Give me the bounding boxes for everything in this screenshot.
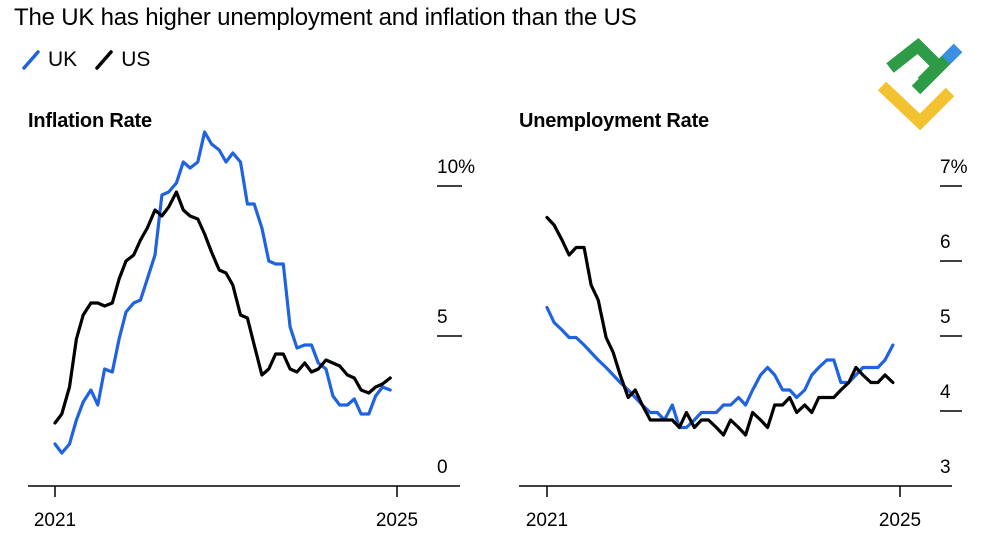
inflation-x-tick-label: 2021 — [34, 510, 76, 531]
inflation-y-tick-label: 10% — [437, 157, 475, 178]
unemployment-y-tick-label: 4 — [940, 382, 951, 403]
inflation-y-tick-label: 0 — [437, 457, 448, 478]
inflation-y-tick-label: 5 — [437, 307, 448, 328]
legend-label-uk: UK — [48, 48, 78, 71]
unemployment-y-tick-label: 7% — [940, 157, 968, 178]
inflation-x-tick-label: 2025 — [376, 510, 418, 531]
inflation-chart: 10% 5 0 2021 2025 — [28, 130, 475, 531]
unemployment-panel-title: Unemployment Rate — [519, 110, 709, 132]
unemployment-y-tick-label: 5 — [940, 307, 951, 328]
unemployment-y-tick-label: 3 — [940, 457, 951, 478]
page-title: The UK has higher unemployment and infla… — [14, 4, 637, 31]
legend-swatch-uk-icon — [22, 50, 40, 70]
unemployment-series-uk-line — [545, 305, 895, 430]
legend: UK US — [20, 47, 166, 73]
inflation-series-uk-line — [53, 130, 392, 455]
unemployment-series-us-line — [545, 215, 895, 437]
unemployment-x-tick-label: 2021 — [526, 510, 568, 531]
green-yellow-blue-logo-icon — [877, 38, 963, 130]
legend-swatch-us-icon — [95, 50, 113, 70]
unemployment-chart: 7% 6 5 4 3 2021 2025 — [519, 157, 968, 531]
inflation-series-us-line — [53, 190, 392, 425]
inflation-panel-title: Inflation Rate — [28, 110, 152, 132]
legend-item-uk: UK — [20, 48, 77, 72]
unemployment-x-tick-label: 2025 — [879, 510, 921, 531]
unemployment-y-tick-label: 6 — [940, 232, 951, 253]
legend-label-us: US — [121, 48, 151, 71]
legend-item-us: US — [93, 48, 150, 72]
